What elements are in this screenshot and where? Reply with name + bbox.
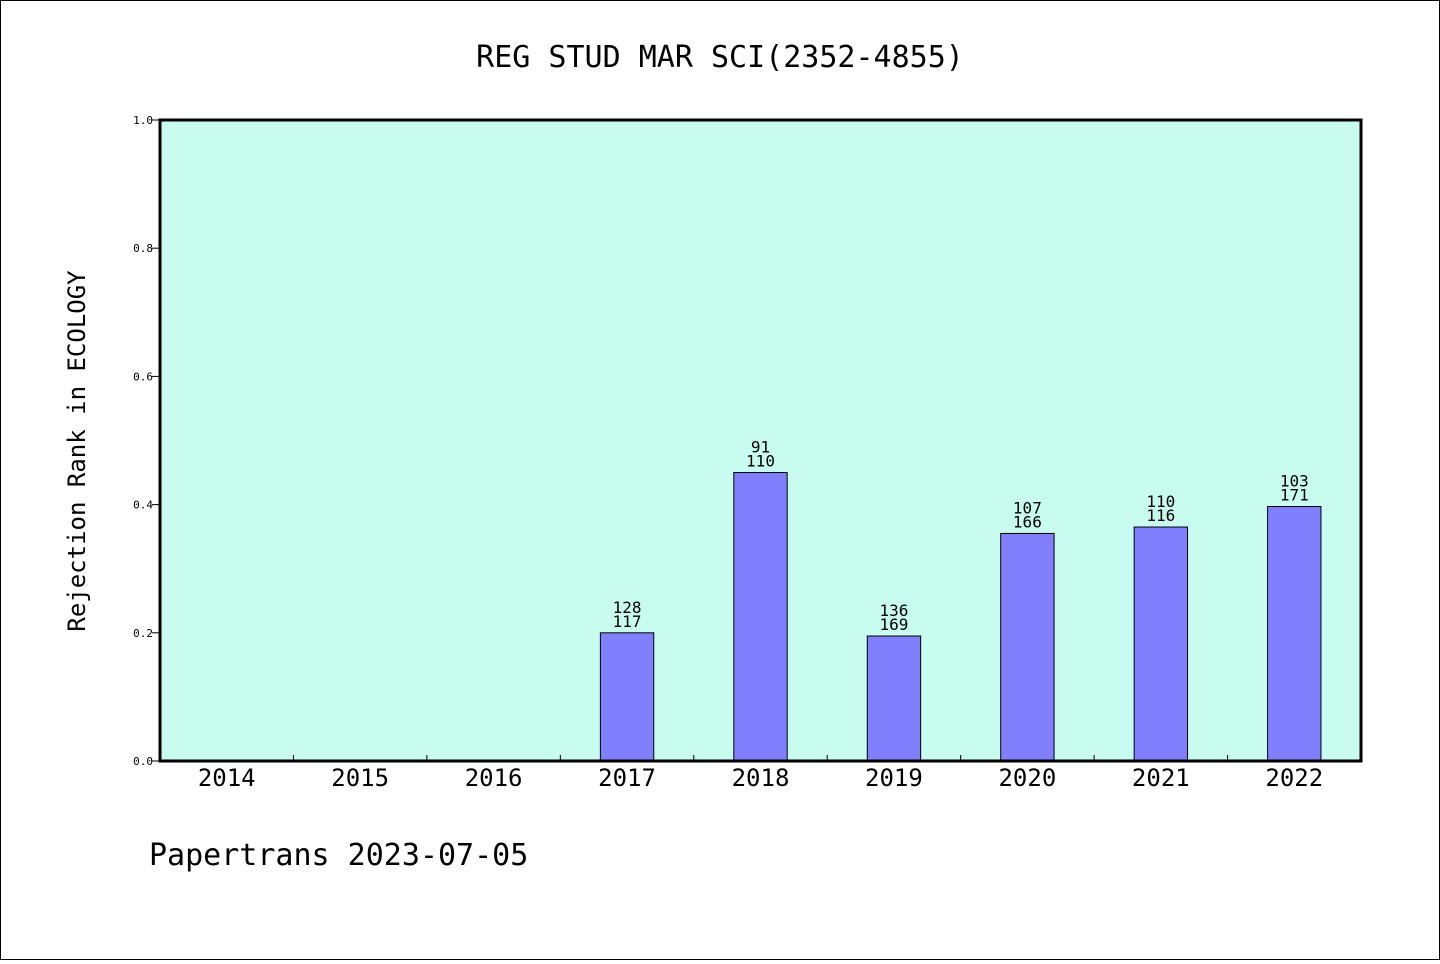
x-tick-label: 2022 <box>1265 764 1323 792</box>
x-tick-label: 2015 <box>331 764 389 792</box>
bar-2017 <box>599 632 655 762</box>
data-label-bottom: 166 <box>1013 512 1042 531</box>
x-axis-ticks: 2014 2015 2016 2017 2018 2019 2020 2021 2022 <box>198 755 1323 792</box>
bar-2021 <box>1133 526 1189 762</box>
plot-border <box>158 118 1363 763</box>
data-label-bottom: 171 <box>1280 486 1309 505</box>
y-axis-label: Rejection Rank in ECOLOGY <box>63 270 91 632</box>
x-tick-label: 2014 <box>198 764 256 792</box>
bars <box>599 472 1322 762</box>
x-tick-label: 2017 <box>598 764 656 792</box>
data-label-top: 103 <box>1280 472 1309 491</box>
bar-2020 <box>1000 532 1055 762</box>
footer-credit: Papertrans 2023-07-05 <box>149 838 528 873</box>
x-tick-label: 2016 <box>465 764 523 792</box>
y-tick-label: 0.6 <box>133 370 153 383</box>
data-label-bottom: 116 <box>1146 506 1175 525</box>
data-label-top: 110 <box>1146 492 1175 511</box>
bar-2022 <box>1267 506 1322 762</box>
x-tick-label: 2021 <box>1132 764 1190 792</box>
data-label-bottom: 110 <box>746 452 775 471</box>
y-axis-ticks: 0.0 0.2 0.4 0.6 0.8 1.0 <box>133 114 160 768</box>
y-tick-label: 0.2 <box>133 627 153 640</box>
x-tick-label: 2019 <box>865 764 923 792</box>
bar-2019 <box>866 635 922 762</box>
x-tick-label: 2020 <box>998 764 1056 792</box>
y-tick-label: 0.4 <box>133 499 153 512</box>
data-label-top: 128 <box>613 598 642 617</box>
data-label-top: 107 <box>1013 498 1042 517</box>
bar-2018 <box>733 472 788 762</box>
chart-title: REG STUD MAR SCI(2352-4855) <box>476 40 964 75</box>
y-tick-label: 0.0 <box>133 755 153 768</box>
x-tick-label: 2018 <box>732 764 790 792</box>
y-tick-label: 0.8 <box>133 242 153 255</box>
data-label-bottom: 169 <box>879 615 908 634</box>
data-label-top: 91 <box>751 438 770 457</box>
data-label-top: 136 <box>879 601 908 620</box>
data-label-bottom: 117 <box>613 612 642 631</box>
y-tick-label: 1.0 <box>133 114 153 127</box>
